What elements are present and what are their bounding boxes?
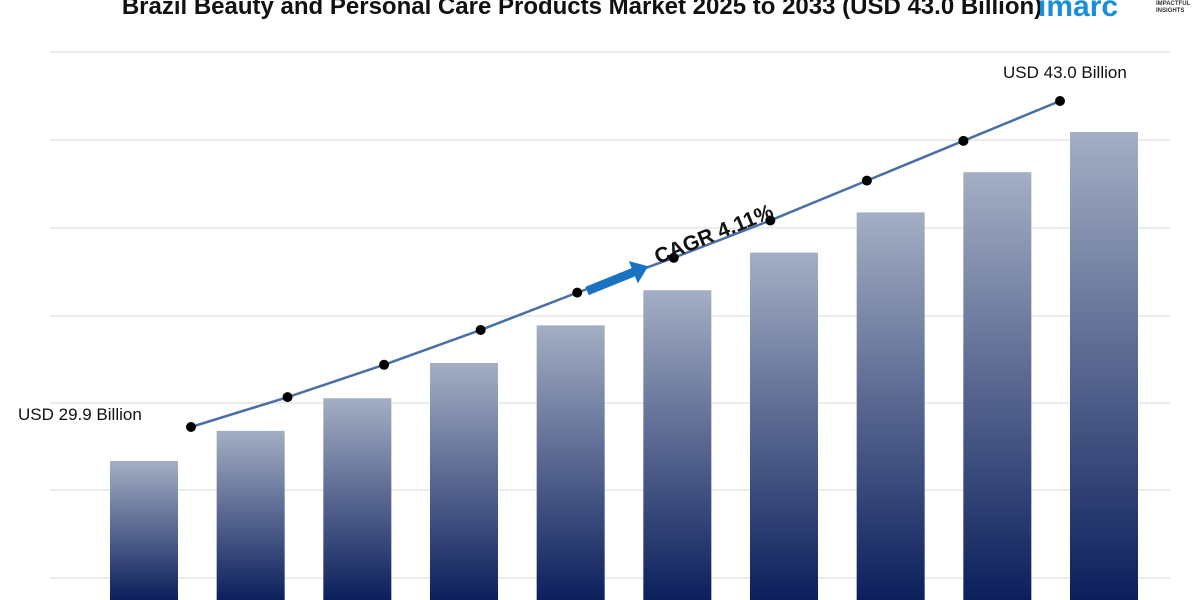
trend-point-6 [668,252,679,263]
trend-point-5 [572,287,583,298]
trend-point-4 [475,324,486,335]
bar-4 [430,363,498,600]
cagr-arrow [585,261,649,296]
bar-1 [110,461,178,600]
cagr-annotation: CAGR 4.11% [585,200,777,296]
trend-point-7 [765,215,776,226]
bar-2 [216,430,285,600]
bar-6 [643,290,712,600]
trend-point-8 [861,175,872,186]
chart-title: Brazil Beauty and Personal Care Products… [122,0,1042,20]
bars [110,132,1138,600]
bar-3 [323,398,392,600]
trend-point-3 [379,359,390,370]
trend-point-2 [282,392,293,403]
start-value-label: USD 29.9 Billion [18,405,142,424]
logo-tagline-2: INSIGHTS [1156,8,1184,14]
trend-line [190,99,1061,429]
trend-point-9 [958,135,969,146]
bar-7 [750,252,818,600]
bar-9 [963,172,1032,600]
trend-point-10 [1055,96,1065,106]
bar-10 [1070,132,1138,600]
logo-tagline-1: IMPACTFUL [1156,1,1191,7]
bar-5 [536,325,605,600]
imarc-logo: imarc IMPACTFUL INSIGHTS [1038,0,1191,23]
bar-8 [856,212,925,600]
trend-point-1 [186,422,196,432]
trend-line-group [186,96,1065,432]
logo-wordmark: imarc [1038,0,1118,23]
end-value-label: USD 43.0 Billion [1003,63,1127,82]
